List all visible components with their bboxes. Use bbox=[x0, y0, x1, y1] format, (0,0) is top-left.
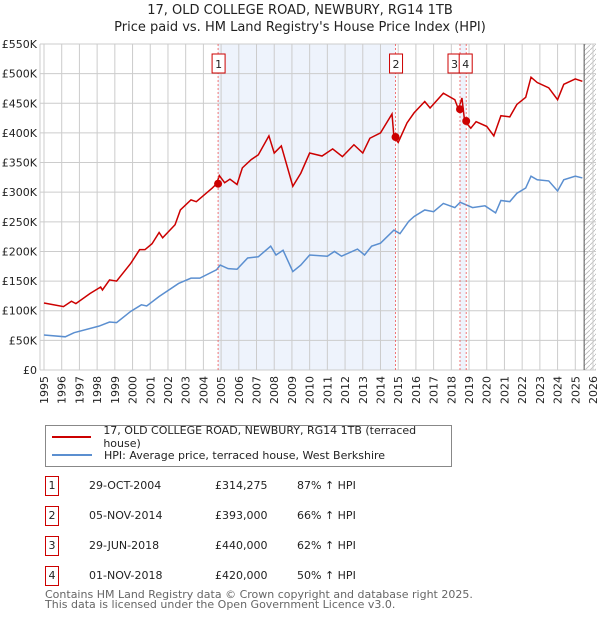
series-line bbox=[43, 175, 583, 338]
x-tick-label: 2016 bbox=[410, 376, 423, 404]
sale-marker-box bbox=[389, 53, 404, 74]
transaction-date: 29-OCT-2004 bbox=[89, 479, 162, 492]
x-tick-label: 2003 bbox=[180, 376, 193, 404]
y-tick-label: £450K bbox=[2, 97, 38, 110]
sale-marker-label: 1 bbox=[215, 58, 222, 71]
sale-marker-label: 3 bbox=[451, 58, 458, 71]
x-tick-label: 1998 bbox=[91, 376, 104, 404]
forecast-hatch bbox=[584, 44, 596, 370]
transaction-date: 29-JUN-2018 bbox=[89, 539, 160, 552]
sale-marker-box bbox=[458, 53, 473, 74]
price-chart: 1995 1996 1997 1998 1999 2000 2001 2002 2003 2004… bbox=[2, 38, 600, 404]
legend-item-hpi: HPI: Average price, terraced house, West… bbox=[46, 447, 385, 463]
x-tick-label: 2017 bbox=[428, 376, 441, 404]
x-tick-label: 2002 bbox=[162, 376, 175, 404]
x-tick-label: 2026 bbox=[587, 376, 600, 404]
transaction-marker: 3 bbox=[45, 536, 59, 556]
chart-title: 17, OLD COLLEGE ROAD, NEWBURY, RG14 1TB bbox=[147, 3, 453, 18]
y-tick-label: £150K bbox=[2, 275, 38, 288]
transaction-row: 3 29-JUN-2018 £440,000 62% ↑ HPI bbox=[45, 536, 445, 556]
x-tick-label: 2008 bbox=[268, 376, 281, 404]
x-tick-label: 2010 bbox=[304, 376, 317, 404]
series-line bbox=[43, 75, 583, 308]
x-tick-label: 2009 bbox=[286, 376, 299, 404]
legend-item-property: 17, OLD COLLEGE ROAD, NEWBURY, RG14 1TB … bbox=[46, 424, 451, 450]
transaction-hpi: 62% ↑ HPI bbox=[297, 539, 356, 552]
y-tick-label: £300K bbox=[2, 186, 38, 199]
x-tick-label: 2012 bbox=[339, 376, 352, 404]
x-tick-label: 2019 bbox=[463, 376, 476, 404]
legend-swatch-blue bbox=[52, 454, 92, 456]
transaction-marker: 1 bbox=[45, 476, 59, 496]
y-tick-label: £100K bbox=[2, 305, 38, 318]
sale-marker-box bbox=[211, 53, 226, 74]
x-tick-label: 1995 bbox=[38, 376, 51, 404]
x-tick-label: 2015 bbox=[392, 376, 405, 404]
shaded-region bbox=[218, 44, 396, 370]
transaction-marker: 2 bbox=[45, 506, 59, 526]
x-tick-label: 2021 bbox=[498, 376, 511, 404]
sale-point bbox=[214, 179, 223, 188]
y-tick-label: £50K bbox=[9, 334, 38, 347]
transaction-row: 1 29-OCT-2004 £314,275 87% ↑ HPI bbox=[45, 476, 445, 496]
y-tick-label: £350K bbox=[2, 157, 38, 170]
legend-swatch-red bbox=[52, 436, 92, 438]
transaction-hpi: 50% ↑ HPI bbox=[297, 569, 356, 582]
x-tick-label: 2023 bbox=[534, 376, 547, 404]
chart-subtitle: Price paid vs. HM Land Registry's House … bbox=[114, 20, 486, 35]
legend-label: 17, OLD COLLEGE ROAD, NEWBURY, RG14 1TB … bbox=[103, 424, 417, 450]
x-tick-label: 2022 bbox=[516, 376, 529, 404]
transaction-price: £420,000 bbox=[215, 569, 268, 582]
x-tick-label: 1997 bbox=[73, 376, 86, 404]
y-tick-label: £0 bbox=[23, 364, 37, 377]
footer-line: This data is licensed under the Open Gov… bbox=[45, 598, 396, 611]
transaction-date: 05-NOV-2014 bbox=[89, 509, 163, 522]
sale-point bbox=[456, 105, 465, 114]
sale-marker-label: 4 bbox=[462, 58, 469, 71]
x-tick-label: 1996 bbox=[56, 376, 69, 404]
x-tick-label: 2004 bbox=[197, 376, 210, 404]
transaction-row: 2 05-NOV-2014 £393,000 66% ↑ HPI bbox=[45, 506, 445, 526]
x-tick-label: 2013 bbox=[357, 376, 370, 404]
x-tick-label: 2000 bbox=[127, 376, 140, 404]
x-tick-label: 2024 bbox=[552, 376, 565, 404]
y-tick-label: £200K bbox=[2, 245, 38, 258]
x-tick-label: 2018 bbox=[445, 376, 458, 404]
footer-line: Contains HM Land Registry data © Crown c… bbox=[45, 588, 473, 601]
sale-marker-label: 2 bbox=[393, 58, 400, 71]
transaction-row: 4 01-NOV-2018 £420,000 50% ↑ HPI bbox=[45, 566, 445, 586]
y-tick-label: £400K bbox=[2, 127, 38, 140]
x-tick-label: 2014 bbox=[374, 376, 387, 404]
x-tick-label: 2007 bbox=[251, 376, 264, 404]
transaction-price: £393,000 bbox=[215, 509, 268, 522]
x-tick-label: 2020 bbox=[481, 376, 494, 404]
legend: 17, OLD COLLEGE ROAD, NEWBURY, RG14 1TB … bbox=[45, 424, 452, 467]
legend-label: HPI: Average price, terraced house, West… bbox=[104, 448, 386, 462]
x-tick-label: 2001 bbox=[144, 376, 157, 404]
transaction-price: £314,275 bbox=[215, 479, 268, 492]
x-tick-label: 2011 bbox=[321, 376, 334, 404]
transaction-hpi: 87% ↑ HPI bbox=[297, 479, 356, 492]
sale-point bbox=[462, 117, 471, 126]
y-tick-label: £550K bbox=[2, 38, 38, 51]
shaded-region bbox=[460, 44, 467, 370]
x-tick-label: 2025 bbox=[569, 376, 582, 404]
transaction-price: £440,000 bbox=[215, 539, 268, 552]
transaction-hpi: 66% ↑ HPI bbox=[297, 509, 356, 522]
x-tick-label: 2006 bbox=[233, 376, 246, 404]
transaction-marker: 4 bbox=[45, 566, 59, 586]
y-tick-label: £250K bbox=[2, 216, 38, 229]
x-tick-label: 2005 bbox=[215, 376, 228, 404]
sale-point bbox=[391, 133, 400, 142]
x-tick-label: 1999 bbox=[109, 376, 122, 404]
transaction-date: 01-NOV-2018 bbox=[89, 569, 163, 582]
y-tick-label: £500K bbox=[2, 68, 38, 81]
